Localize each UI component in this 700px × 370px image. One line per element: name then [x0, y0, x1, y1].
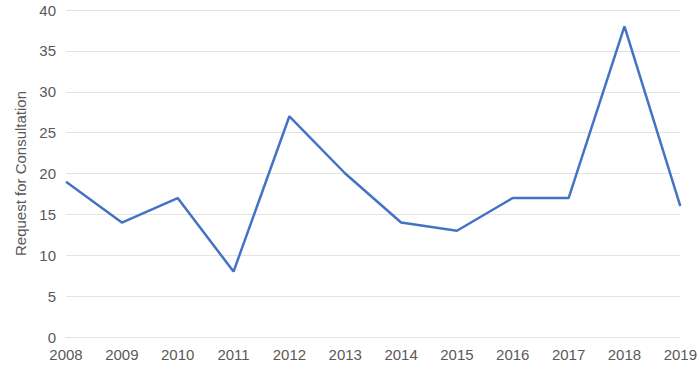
- svg-text:Request for Consultation: Request for Consultation: [12, 91, 29, 256]
- svg-text:2017: 2017: [552, 346, 585, 363]
- svg-text:2014: 2014: [384, 346, 417, 363]
- svg-text:2008: 2008: [49, 346, 82, 363]
- svg-text:2018: 2018: [608, 346, 641, 363]
- svg-text:20: 20: [39, 165, 56, 182]
- svg-text:2019: 2019: [664, 346, 697, 363]
- svg-text:2015: 2015: [440, 346, 473, 363]
- svg-text:35: 35: [39, 42, 56, 59]
- svg-text:2016: 2016: [496, 346, 529, 363]
- svg-text:10: 10: [39, 247, 56, 264]
- svg-text:2012: 2012: [273, 346, 306, 363]
- svg-text:15: 15: [39, 206, 56, 223]
- svg-text:40: 40: [39, 2, 56, 19]
- svg-text:2009: 2009: [105, 346, 138, 363]
- svg-text:2010: 2010: [161, 346, 194, 363]
- svg-text:5: 5: [48, 288, 56, 305]
- svg-text:2011: 2011: [217, 346, 249, 363]
- svg-text:30: 30: [39, 83, 56, 100]
- svg-text:2013: 2013: [329, 346, 362, 363]
- svg-text:0: 0: [48, 329, 56, 346]
- svg-text:25: 25: [39, 124, 56, 141]
